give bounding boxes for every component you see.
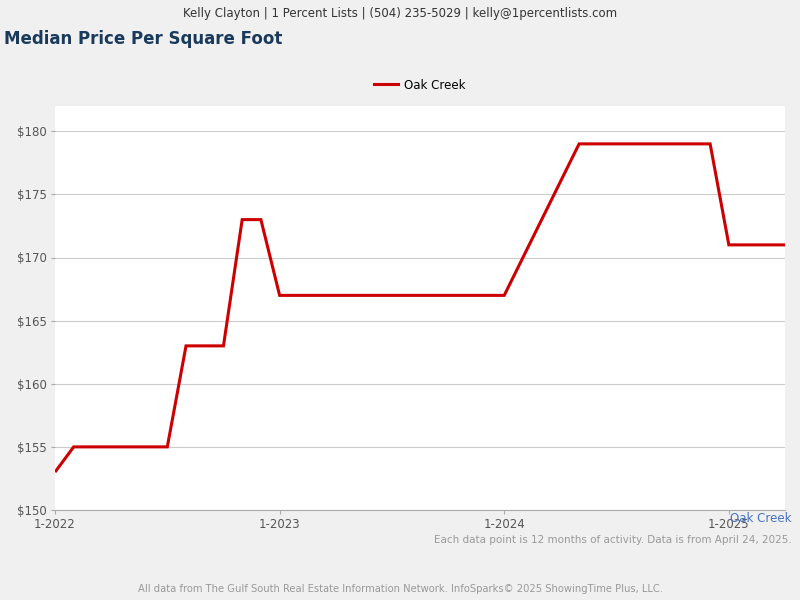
Text: All data from The Gulf South Real Estate Information Network. InfoSparks© 2025 S: All data from The Gulf South Real Estate… bbox=[138, 584, 662, 594]
Text: Each data point is 12 months of activity. Data is from April 24, 2025.: Each data point is 12 months of activity… bbox=[434, 535, 792, 545]
Text: Kelly Clayton | 1 Percent Lists | (504) 235-5029 | kelly@1percentlists.com: Kelly Clayton | 1 Percent Lists | (504) … bbox=[183, 7, 617, 19]
Text: Median Price Per Square Foot: Median Price Per Square Foot bbox=[4, 30, 282, 48]
Text: Oak Creek: Oak Creek bbox=[730, 512, 792, 525]
Legend: Oak Creek: Oak Creek bbox=[370, 74, 470, 97]
